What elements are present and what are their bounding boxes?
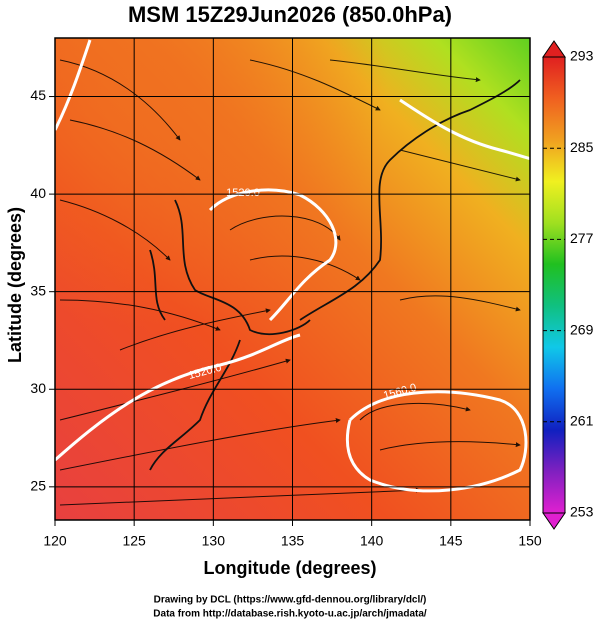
colorbar (542, 56, 566, 514)
x-axis-label: Longitude (degrees) (203, 558, 376, 578)
map-field (55, 38, 530, 520)
y-tick-label: 30 (30, 380, 46, 396)
x-tick-label: 140 (360, 533, 384, 549)
footer-line: Drawing by DCL (https://www.gfd-dennou.o… (154, 595, 427, 606)
x-tick-label: 125 (122, 533, 146, 549)
colorbar-extend-bottom (542, 512, 566, 530)
y-tick-label: 45 (30, 87, 46, 103)
colorbar-tick-label: 261 (570, 413, 594, 429)
contour-label: 1520.0 (226, 187, 260, 199)
x-tick-label: 135 (281, 533, 305, 549)
colorbar-tick-label: 269 (570, 321, 594, 337)
y-tick-label: 35 (30, 282, 46, 298)
x-tick-label: 145 (439, 533, 463, 549)
colorbar-extend-top (542, 40, 566, 58)
x-tick-label: 120 (43, 533, 67, 549)
y-tick-label: 40 (30, 185, 46, 201)
colorbar-tick-label: 293 (570, 48, 594, 64)
colorbar-tick-label: 277 (570, 230, 594, 246)
y-axis-label: Latitude (degrees) (5, 207, 25, 363)
footer-line: Data from http://database.rish.kyoto-u.a… (153, 609, 427, 620)
colorbar-tick-label: 285 (570, 139, 594, 155)
x-tick-label: 130 (202, 533, 226, 549)
x-tick-label: 150 (518, 533, 542, 549)
y-tick-label: 25 (30, 478, 46, 494)
colorbar-tick-label: 253 (570, 504, 594, 520)
chart-title: MSM 15Z29Jun2026 (850.0hPa) (128, 2, 452, 27)
